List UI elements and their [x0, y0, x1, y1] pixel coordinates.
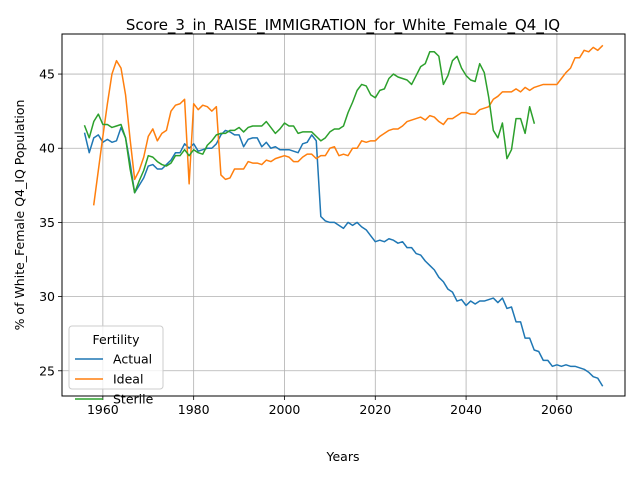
- x-tick-label: 1980: [178, 402, 210, 417]
- legend-items: Actual Ideal Sterile: [75, 352, 154, 407]
- x-tick-label: 2000: [269, 402, 301, 417]
- x-axis: 1960 1980 2000 2020 2040 2060: [87, 396, 573, 417]
- x-axis-label: Years: [326, 449, 360, 464]
- legend-label-actual: Actual: [113, 352, 152, 367]
- x-tick-label: 2040: [450, 402, 482, 417]
- y-tick-label: 40: [39, 141, 55, 156]
- y-tick-label: 45: [39, 67, 55, 82]
- legend-label-ideal: Ideal: [113, 372, 143, 387]
- x-tick-label: 1960: [87, 402, 119, 417]
- x-tick-label: 2020: [359, 402, 391, 417]
- series-lines: [83, 44, 604, 387]
- y-axis: 25 30 35 40 45: [39, 67, 62, 378]
- legend: Fertility Actual Ideal Sterile: [68, 325, 164, 407]
- plot-frame: [61, 33, 626, 397]
- y-tick-label: 30: [39, 289, 55, 304]
- legend-title: Fertility: [93, 332, 141, 347]
- chart-title: Score_3_in_RAISE_IMMIGRATION_for_White_F…: [126, 16, 560, 35]
- y-tick-label: 35: [39, 215, 55, 230]
- series-line-ideal: [92, 44, 604, 206]
- legend-box: [68, 325, 164, 390]
- grid: [62, 34, 625, 396]
- legend-label-sterile: Sterile: [113, 392, 154, 407]
- series-line-actual: [83, 126, 604, 387]
- y-axis-label: % of White_Female Q4_IQ Population: [12, 100, 27, 331]
- y-tick-label: 25: [39, 363, 55, 378]
- x-tick-label: 2060: [541, 402, 573, 417]
- series-line-sterile: [83, 51, 536, 194]
